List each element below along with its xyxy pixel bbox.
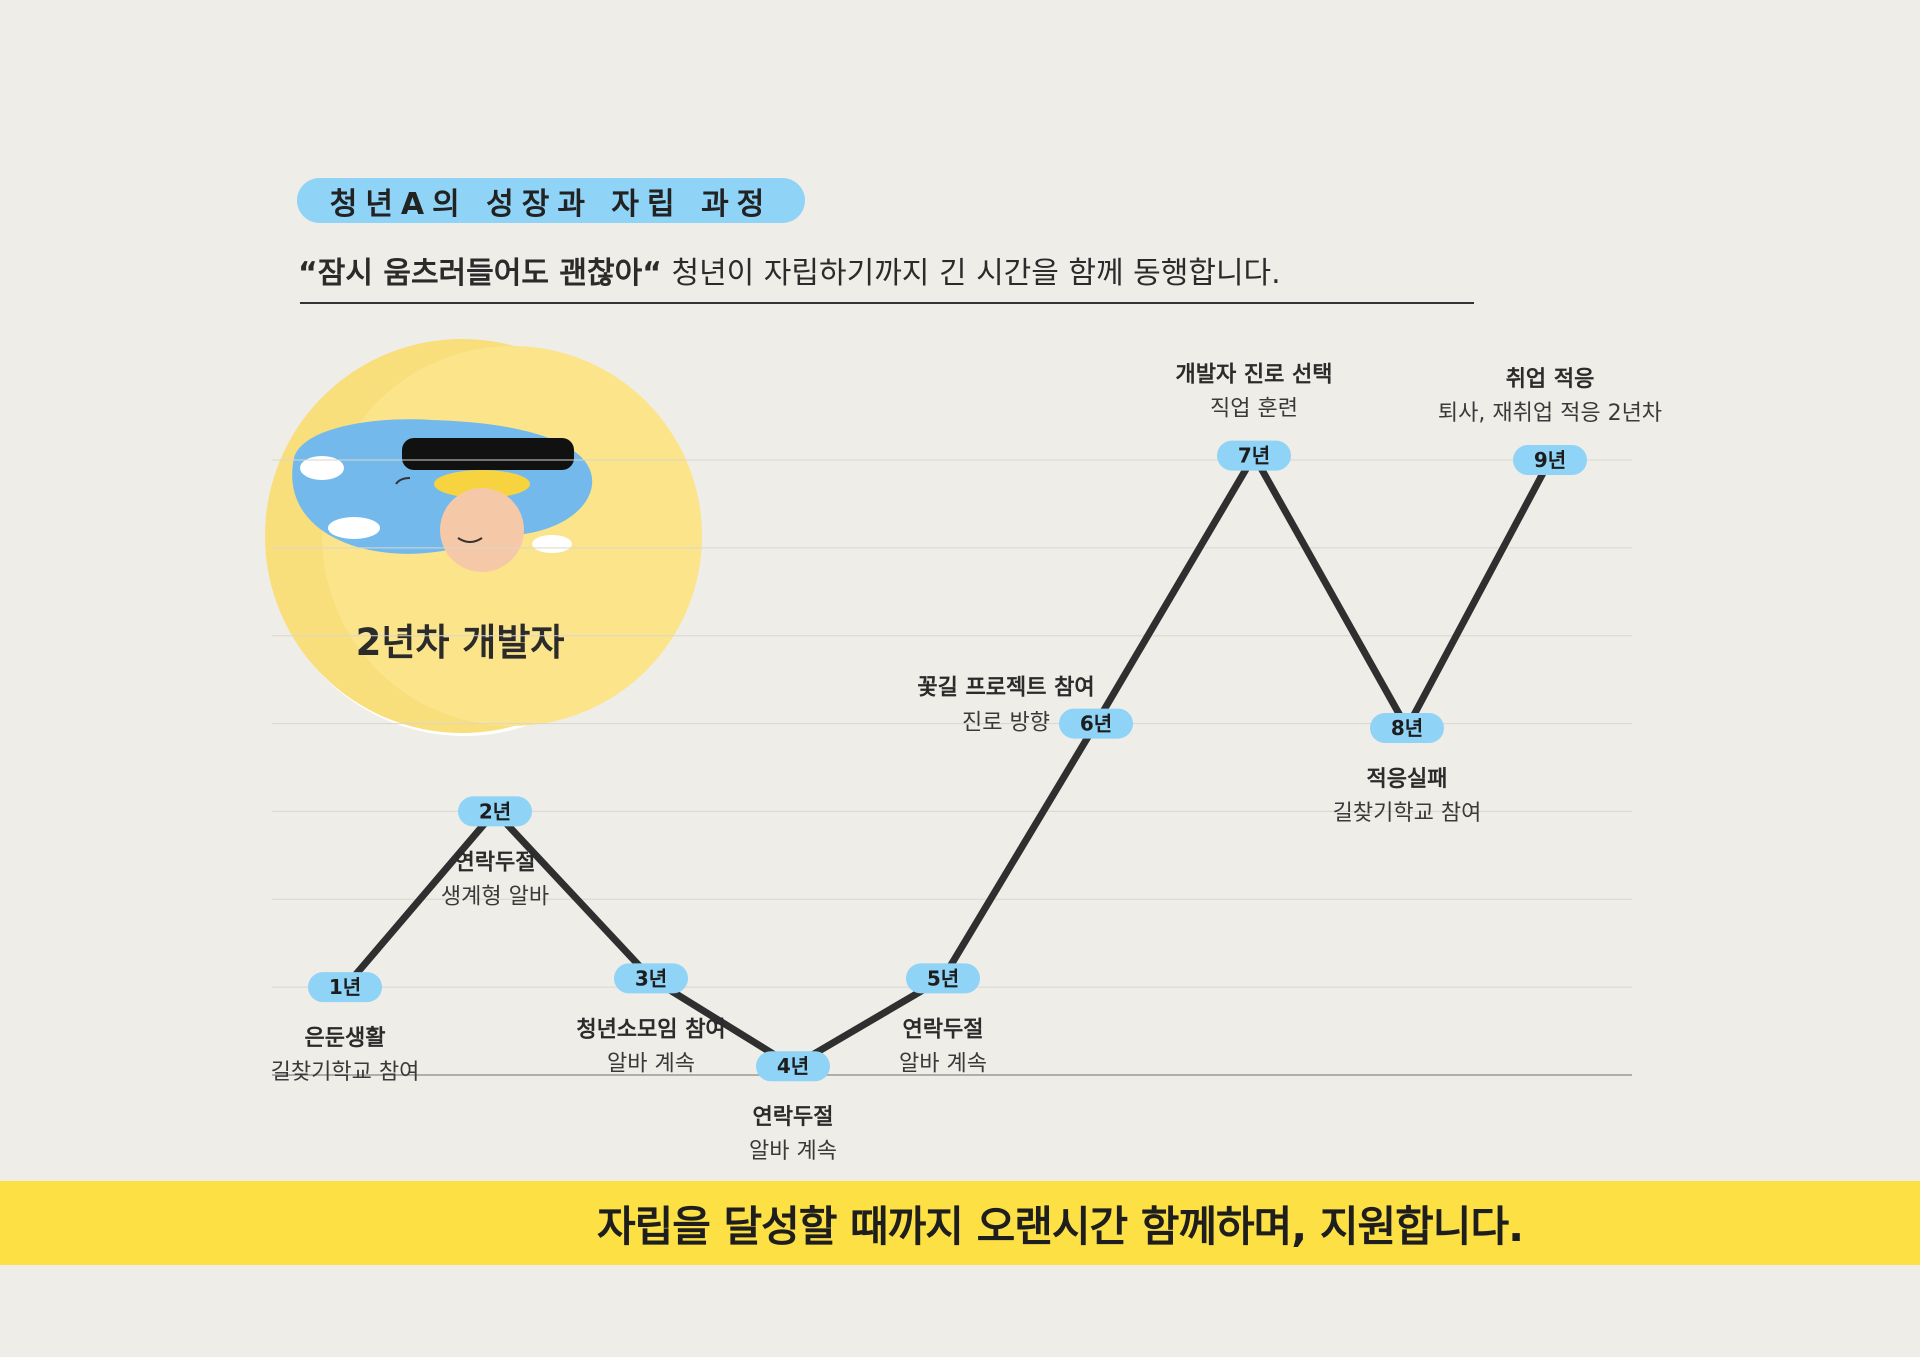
data-point-marker [614,963,688,994]
point-label: 4년 [777,1054,809,1078]
section-title: 청년A의 성장과 자립 과정 [297,178,805,223]
annotation-title: 연락두절 [455,850,536,875]
subtitle: “잠시 움츠러들어도 괜찮아“ 청년이 자립하기까지 긴 시간을 함께 동행합니… [298,248,1281,292]
banner-text: 자립을 달성할 때까지 오랜시간 함께하며, 지원합니다. [596,1201,1524,1251]
annotation-title: 청년소모임 참여 [576,1017,725,1042]
annotation-title: 적응실패 [1367,767,1448,792]
data-point-marker [1370,712,1444,743]
annotation-desc: 길찾기학교 참여 [1333,801,1482,826]
data-point-marker [1217,440,1291,471]
data-point-marker [906,963,980,994]
annotation-title: 꽃길 프로젝트 참여 [917,676,1094,701]
developer-badge [262,338,732,762]
annotation-desc: 직업 훈련 [1210,397,1298,422]
bottom-banner: 자립을 달성할 때까지 오랜시간 함께하며, 지원합니다. [0,1181,1920,1265]
annotation-title: 연락두절 [753,1105,834,1130]
annotation-desc: 길찾기학교 참여 [271,1060,420,1085]
data-point-marker [1059,708,1133,739]
badge-label: 2년차 개발자 [355,621,565,664]
annotation-desc: 생계형 알바 [441,884,549,909]
point-label: 9년 [1534,448,1566,472]
subtitle-text: 청년이 자립하기까지 긴 시간을 함께 동행합니다. [661,256,1281,291]
subtitle-quote: “잠시 움츠러들어도 괜찮아“ [298,256,662,291]
annotation-desc: 퇴사, 재취업 적응 2년차 [1438,401,1662,426]
subtitle-underline [300,302,1474,304]
data-point-marker [458,796,532,827]
annotation-title: 연락두절 [903,1017,984,1042]
annotation-title: 개발자 진로 선택 [1176,363,1333,388]
puddle-illustration [292,419,593,572]
annotation-desc: 알바 계속 [749,1139,837,1164]
annotation-desc: 알바 계속 [899,1051,987,1076]
point-label: 1년 [329,975,361,999]
point-label: 3년 [635,966,667,990]
annotation-desc: 진로 방향 [962,711,1050,736]
point-label: 7년 [1238,444,1270,468]
annotation-desc: 알바 계속 [607,1051,695,1076]
point-label: 2년 [479,799,511,823]
annotation-title: 은둔생활 [305,1026,386,1051]
data-point-marker [756,1051,830,1082]
point-label: 8년 [1391,716,1423,740]
data-point-marker [1513,445,1587,475]
point-label: 5년 [927,966,959,990]
annotation-title: 취업 적응 [1506,367,1595,392]
point-label: 6년 [1080,712,1112,736]
data-point-marker [308,972,382,1003]
